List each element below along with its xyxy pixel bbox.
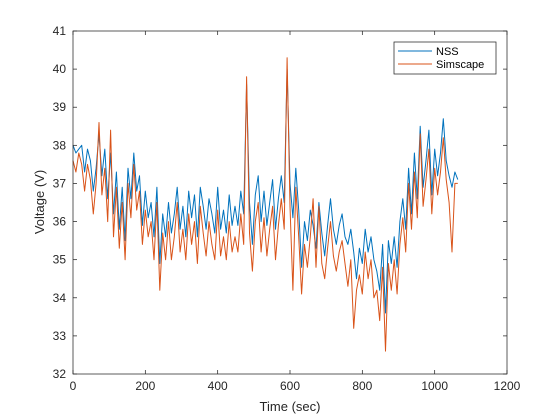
y-tick-label: 33	[53, 329, 67, 343]
x-tick-label: 1000	[421, 379, 448, 393]
series-layer	[72, 57, 459, 352]
series-line-nss	[72, 68, 459, 314]
y-tick-label: 38	[53, 138, 67, 152]
x-tick-label: 200	[135, 379, 155, 393]
x-tick-label: 1200	[494, 379, 521, 393]
x-tick-label: 0	[70, 379, 77, 393]
x-tick-label: 400	[208, 379, 228, 393]
y-axis-label: Voltage (V)	[32, 170, 47, 234]
y-tick-label: 37	[53, 176, 67, 190]
legend-label-simscape: Simscape	[436, 59, 484, 71]
y-tick-label: 41	[53, 24, 67, 38]
ticks-layer: 0 200 400 600 800 1000 1200 32 33 34 35 36 37 38 39 40 4…	[53, 24, 521, 393]
x-tick-label: 800	[352, 379, 372, 393]
y-tick-label: 36	[53, 215, 67, 229]
legend-box	[393, 41, 497, 75]
y-tick-label: 35	[53, 253, 67, 267]
y-tick-label: 34	[53, 291, 67, 305]
legend-label-nss: NSS	[436, 46, 459, 58]
y-tick-label: 32	[53, 367, 67, 381]
y-tick-label: 39	[53, 100, 67, 114]
x-tick-label: 600	[280, 379, 300, 393]
y-tick-label: 40	[53, 62, 67, 76]
series-line-simscape	[72, 57, 458, 352]
x-axis-label: Time (sec)	[260, 399, 321, 414]
